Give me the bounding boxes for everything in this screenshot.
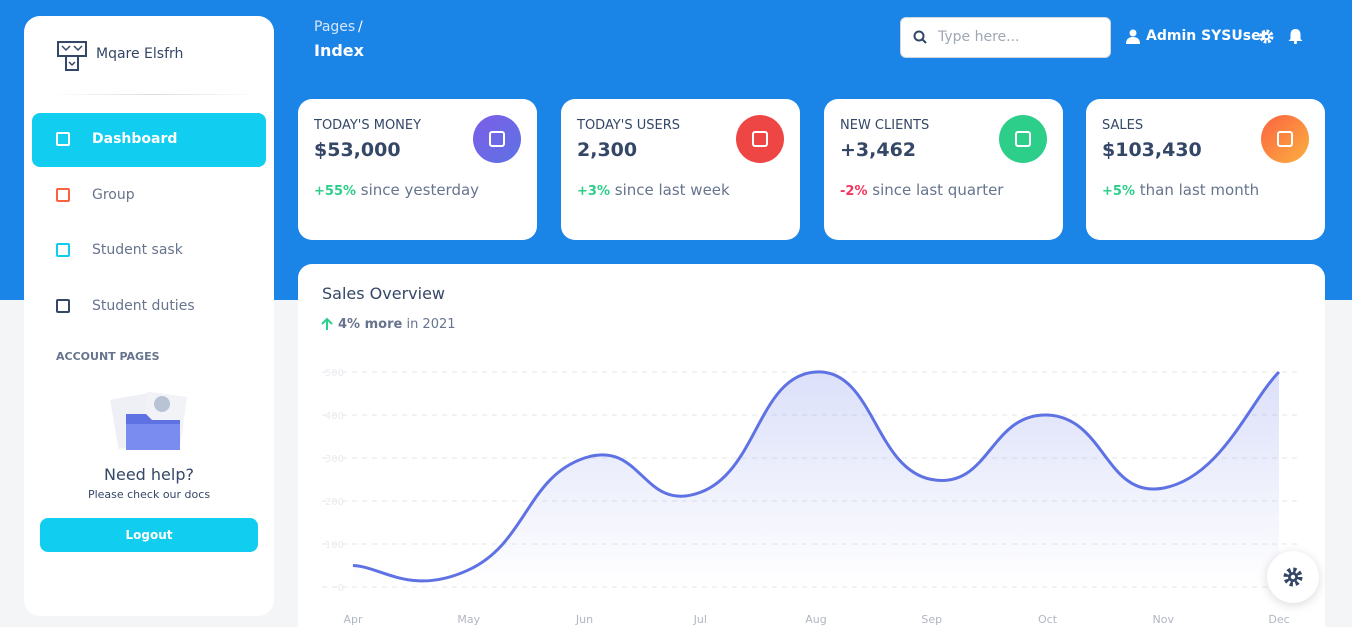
- help-title: Need help?: [104, 465, 194, 484]
- x-tick-label: Oct: [1038, 613, 1058, 626]
- x-tick-label: May: [457, 613, 480, 626]
- stat-card: TODAY'S MONEY $53,000 +55% since yesterday: [298, 99, 537, 240]
- x-tick-label: Dec: [1268, 613, 1289, 626]
- stat-icon-glyph: [1015, 131, 1031, 147]
- stat-title: TODAY'S USERS: [577, 118, 681, 133]
- logo: [57, 41, 87, 71]
- stat-card: TODAY'S USERS 2,300 +3% since last week: [561, 99, 800, 240]
- nav-label: Student duties: [92, 297, 195, 314]
- breadcrumb[interactable]: Pages: [314, 19, 356, 35]
- y-tick-label: 0: [338, 583, 344, 594]
- divider: [48, 94, 258, 95]
- chart-subtitle: 4% more in 2021: [338, 317, 456, 332]
- nav-item[interactable]: Group: [32, 169, 266, 223]
- stat-change: +55% since yesterday: [314, 177, 484, 205]
- x-tick-label: Aug: [805, 613, 826, 626]
- stat-icon-glyph: [1277, 131, 1293, 147]
- x-tick-label: Apr: [343, 613, 363, 626]
- line: [352, 370, 1281, 583]
- stat-change-value: +3%: [577, 184, 610, 199]
- stat-icon-glyph: [489, 131, 505, 147]
- x-tick-label: Jul: [693, 613, 707, 626]
- nav-item[interactable]: Student duties: [32, 280, 266, 334]
- sidebar: Mqare Elsfrh ACCOUNT PAGES Need help? Pl…: [24, 16, 274, 616]
- y-tick-label: 200: [325, 497, 344, 508]
- search-icon: [913, 30, 927, 44]
- chart-title: Sales Overview: [322, 284, 445, 303]
- nav-icon: [56, 132, 70, 146]
- stat-value: 2,300: [577, 139, 638, 161]
- help-text: Please check our docs: [87, 488, 211, 501]
- nav-icon: [56, 298, 70, 313]
- user-icon: [1126, 29, 1140, 44]
- stat-title: NEW CLIENTS: [840, 118, 930, 133]
- brand: Mqare Elsfrh: [96, 46, 184, 62]
- logout-button[interactable]: Logout: [40, 518, 258, 552]
- nav-item[interactable]: Student sask: [32, 224, 266, 278]
- y-tick-label: 100: [325, 540, 344, 551]
- config-button[interactable]: [1267, 551, 1319, 603]
- stat-change-value: -2%: [840, 184, 868, 199]
- stat-icon: [1261, 115, 1309, 163]
- stat-title: TODAY'S MONEY: [314, 118, 422, 133]
- stat-value: +3,462: [840, 139, 917, 161]
- stat-icon: [999, 115, 1047, 163]
- stat-note: since last week: [614, 181, 730, 199]
- area: [353, 371, 1279, 587]
- x-tick-label: Nov: [1153, 613, 1175, 626]
- nav-icon: [56, 187, 70, 202]
- section-title: ACCOUNT PAGES: [56, 350, 160, 363]
- stat-card: NEW CLIENTS +3,462 -2% since last quarter: [824, 99, 1063, 240]
- help-illustration: [109, 391, 188, 450]
- stat-icon-glyph: [752, 131, 768, 147]
- arrow-up-icon: [321, 317, 333, 330]
- chart-highlight: 4% more: [338, 317, 403, 332]
- settings-icon[interactable]: [1259, 29, 1274, 44]
- y-tick-label: 500: [325, 368, 344, 379]
- stat-change: +5% than last month: [1102, 177, 1272, 205]
- chart-subtitle-text: in 2021: [406, 317, 456, 332]
- user-name[interactable]: Admin SYSUser: [1146, 28, 1268, 44]
- stat-title: SALES: [1102, 118, 1144, 133]
- y-tick-label: 400: [325, 411, 344, 422]
- stat-card: SALES $103,430 +5% than last month: [1086, 99, 1325, 240]
- y-tick-label: 300: [325, 454, 344, 465]
- page-title: Index: [314, 41, 364, 60]
- stat-change: -2% since last quarter: [840, 177, 1010, 205]
- nav-label: Student sask: [92, 242, 183, 258]
- stat-change-value: +5%: [1102, 184, 1135, 199]
- search-placeholder: Type here...: [938, 29, 1020, 45]
- stat-note: than last month: [1139, 181, 1260, 199]
- config-icon: [1283, 567, 1303, 587]
- x-tick-label: Sep: [921, 613, 942, 626]
- nav-label: Group: [92, 186, 135, 203]
- stat-icon: [736, 115, 784, 163]
- stat-value: $103,430: [1102, 139, 1202, 161]
- nav-item[interactable]: Dashboard: [32, 113, 266, 167]
- stat-change: +3% since last week: [577, 177, 747, 205]
- nav-icon: [56, 243, 70, 257]
- search-box[interactable]: Type here...: [900, 17, 1111, 58]
- breadcrumb-separator: /: [358, 19, 363, 35]
- stat-icon: [473, 115, 521, 163]
- stat-note: since yesterday: [360, 181, 480, 199]
- stat-change-value: +55%: [314, 184, 357, 199]
- x-tick-label: Jun: [575, 613, 593, 626]
- stat-value: $53,000: [314, 139, 401, 161]
- stat-note: since last quarter: [872, 181, 1004, 199]
- nav-label: Dashboard: [92, 131, 178, 147]
- notification-icon[interactable]: [1288, 28, 1303, 44]
